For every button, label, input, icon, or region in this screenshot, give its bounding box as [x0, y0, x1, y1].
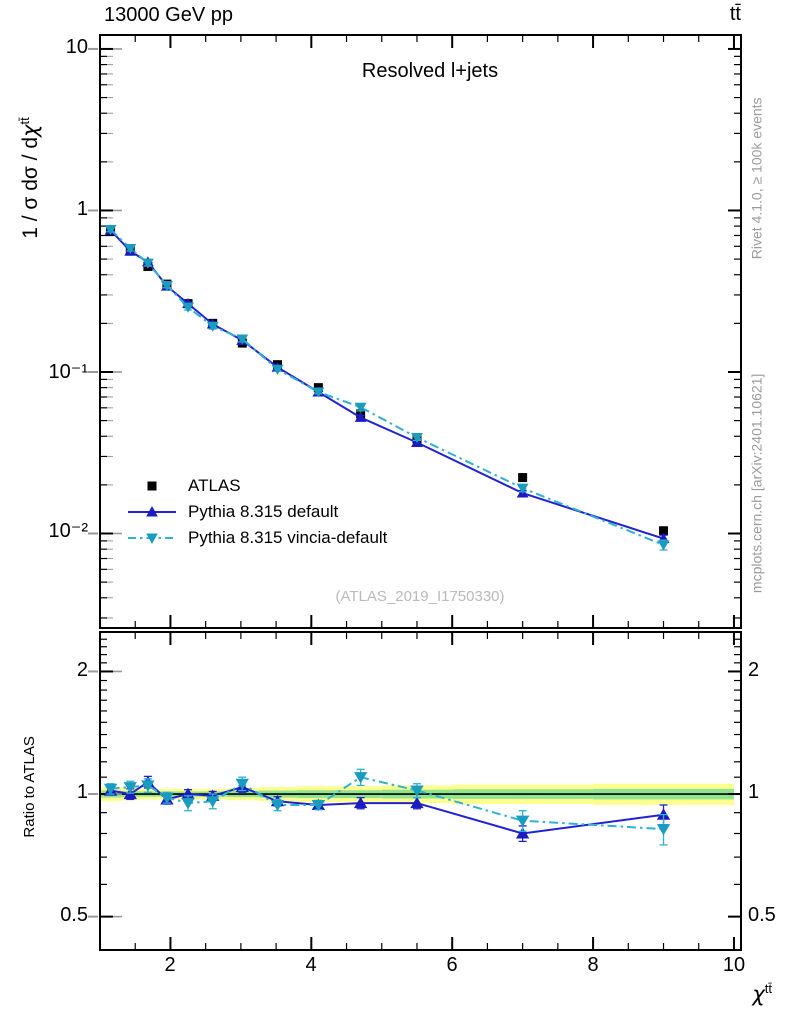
- triangle-down-marker: [353, 772, 368, 784]
- ytick-ratio-1-left: 1: [76, 781, 88, 803]
- rivet-version-note: Rivet 4.1.0, ≥ 100k events: [748, 97, 765, 260]
- triangle-down-marker: [141, 258, 154, 269]
- plot-title: Resolved l+jets: [361, 60, 499, 82]
- triangle-down-marker: [181, 798, 195, 810]
- ytick-ratio-0p5-left: 0.5: [60, 904, 88, 926]
- triangle-down-marker: [124, 243, 137, 255]
- triangle-down-marker: [411, 433, 423, 444]
- triangle-down-marker: [141, 780, 155, 792]
- triangle-down-marker: [312, 387, 325, 398]
- ytick-ratio-0p5-right: 0.5: [748, 904, 776, 926]
- triangle-down-marker: [206, 796, 220, 808]
- triangle-down-marker: [657, 540, 670, 551]
- triangle-down-marker: [123, 782, 137, 794]
- triangle-up-marker: [410, 796, 424, 809]
- atlas-data-point: [659, 526, 669, 536]
- mcplots-arxiv-note: mcplots.cern.ch [arXiv:2401.10621]: [748, 373, 765, 594]
- triangle-up-marker: [354, 411, 367, 422]
- ytick-main-10: 10: [65, 36, 88, 58]
- x-axis-label: χtt̄: [752, 981, 772, 1006]
- triangle-down-marker: [182, 302, 194, 313]
- xtick-4: 4: [305, 954, 317, 976]
- triangle-up-marker: [515, 827, 530, 839]
- triangle-down-marker: [206, 321, 219, 332]
- pythia-vincia-marker-icon: [128, 533, 176, 544]
- beam-energy-label: 13000 GeV pp: [104, 4, 233, 26]
- xtick-10: 10: [722, 954, 746, 976]
- legend-label-pythia-vincia: Pythia 8.315 vincia-default: [188, 528, 388, 547]
- ytick-main-0p1: 10⁻¹: [48, 361, 88, 383]
- legend-label-pythia-default: Pythia 8.315 default: [188, 502, 339, 521]
- triangle-down-marker: [271, 364, 284, 375]
- triangle-up-marker: [353, 796, 368, 809]
- triangle-down-marker: [515, 815, 530, 828]
- triangle-down-marker: [103, 783, 118, 796]
- ytick-main-1: 1: [76, 198, 88, 220]
- main-panel-frame: [99, 34, 742, 629]
- legend: ATLAS Pythia 8.315 default Pythia 8.315 …: [128, 473, 387, 551]
- atlas-marker-icon: [147, 481, 157, 491]
- ytick-main-0p01: 10⁻²: [48, 520, 88, 542]
- triangle-down-marker: [516, 483, 529, 494]
- triangle-down-marker: [354, 402, 367, 413]
- legend-entry-atlas: ATLAS: [128, 473, 387, 499]
- ytick-ratio-1-right: 1: [748, 781, 760, 803]
- ytick-ratio-2-left: 2: [76, 659, 88, 681]
- legend-entry-pythia-vincia: Pythia 8.315 vincia-default: [128, 525, 387, 551]
- atlas-data-point: [518, 473, 528, 483]
- triangle-down-marker: [160, 792, 174, 804]
- triangle-down-marker: [104, 225, 117, 236]
- triangle-down-marker: [311, 799, 326, 812]
- triangle-down-marker: [236, 334, 249, 345]
- triangle-down-marker: [160, 281, 173, 292]
- triangle-down-marker: [410, 785, 424, 797]
- y-axis-label-main: 1 / σ dσ / dχtt̄: [16, 117, 42, 239]
- process-label: tt̄: [729, 3, 741, 25]
- ratio-panel-frame: [99, 631, 742, 951]
- legend-label-atlas: ATLAS: [188, 476, 241, 495]
- ytick-ratio-2-right: 2: [748, 659, 760, 681]
- legend-entry-pythia-default: Pythia 8.315 default: [128, 499, 387, 525]
- y-axis-label-ratio: Ratio to ATLAS: [21, 736, 39, 838]
- pythia-default-marker-icon: [128, 506, 176, 517]
- analysis-watermark: (ATLAS_2019_I1750330): [335, 588, 505, 605]
- xtick-6: 6: [446, 954, 458, 976]
- triangle-down-marker: [270, 799, 285, 812]
- xtick-2: 2: [164, 954, 176, 976]
- xtick-8: 8: [587, 954, 599, 976]
- triangle-down-marker: [235, 778, 249, 791]
- triangle-down-marker: [656, 824, 671, 836]
